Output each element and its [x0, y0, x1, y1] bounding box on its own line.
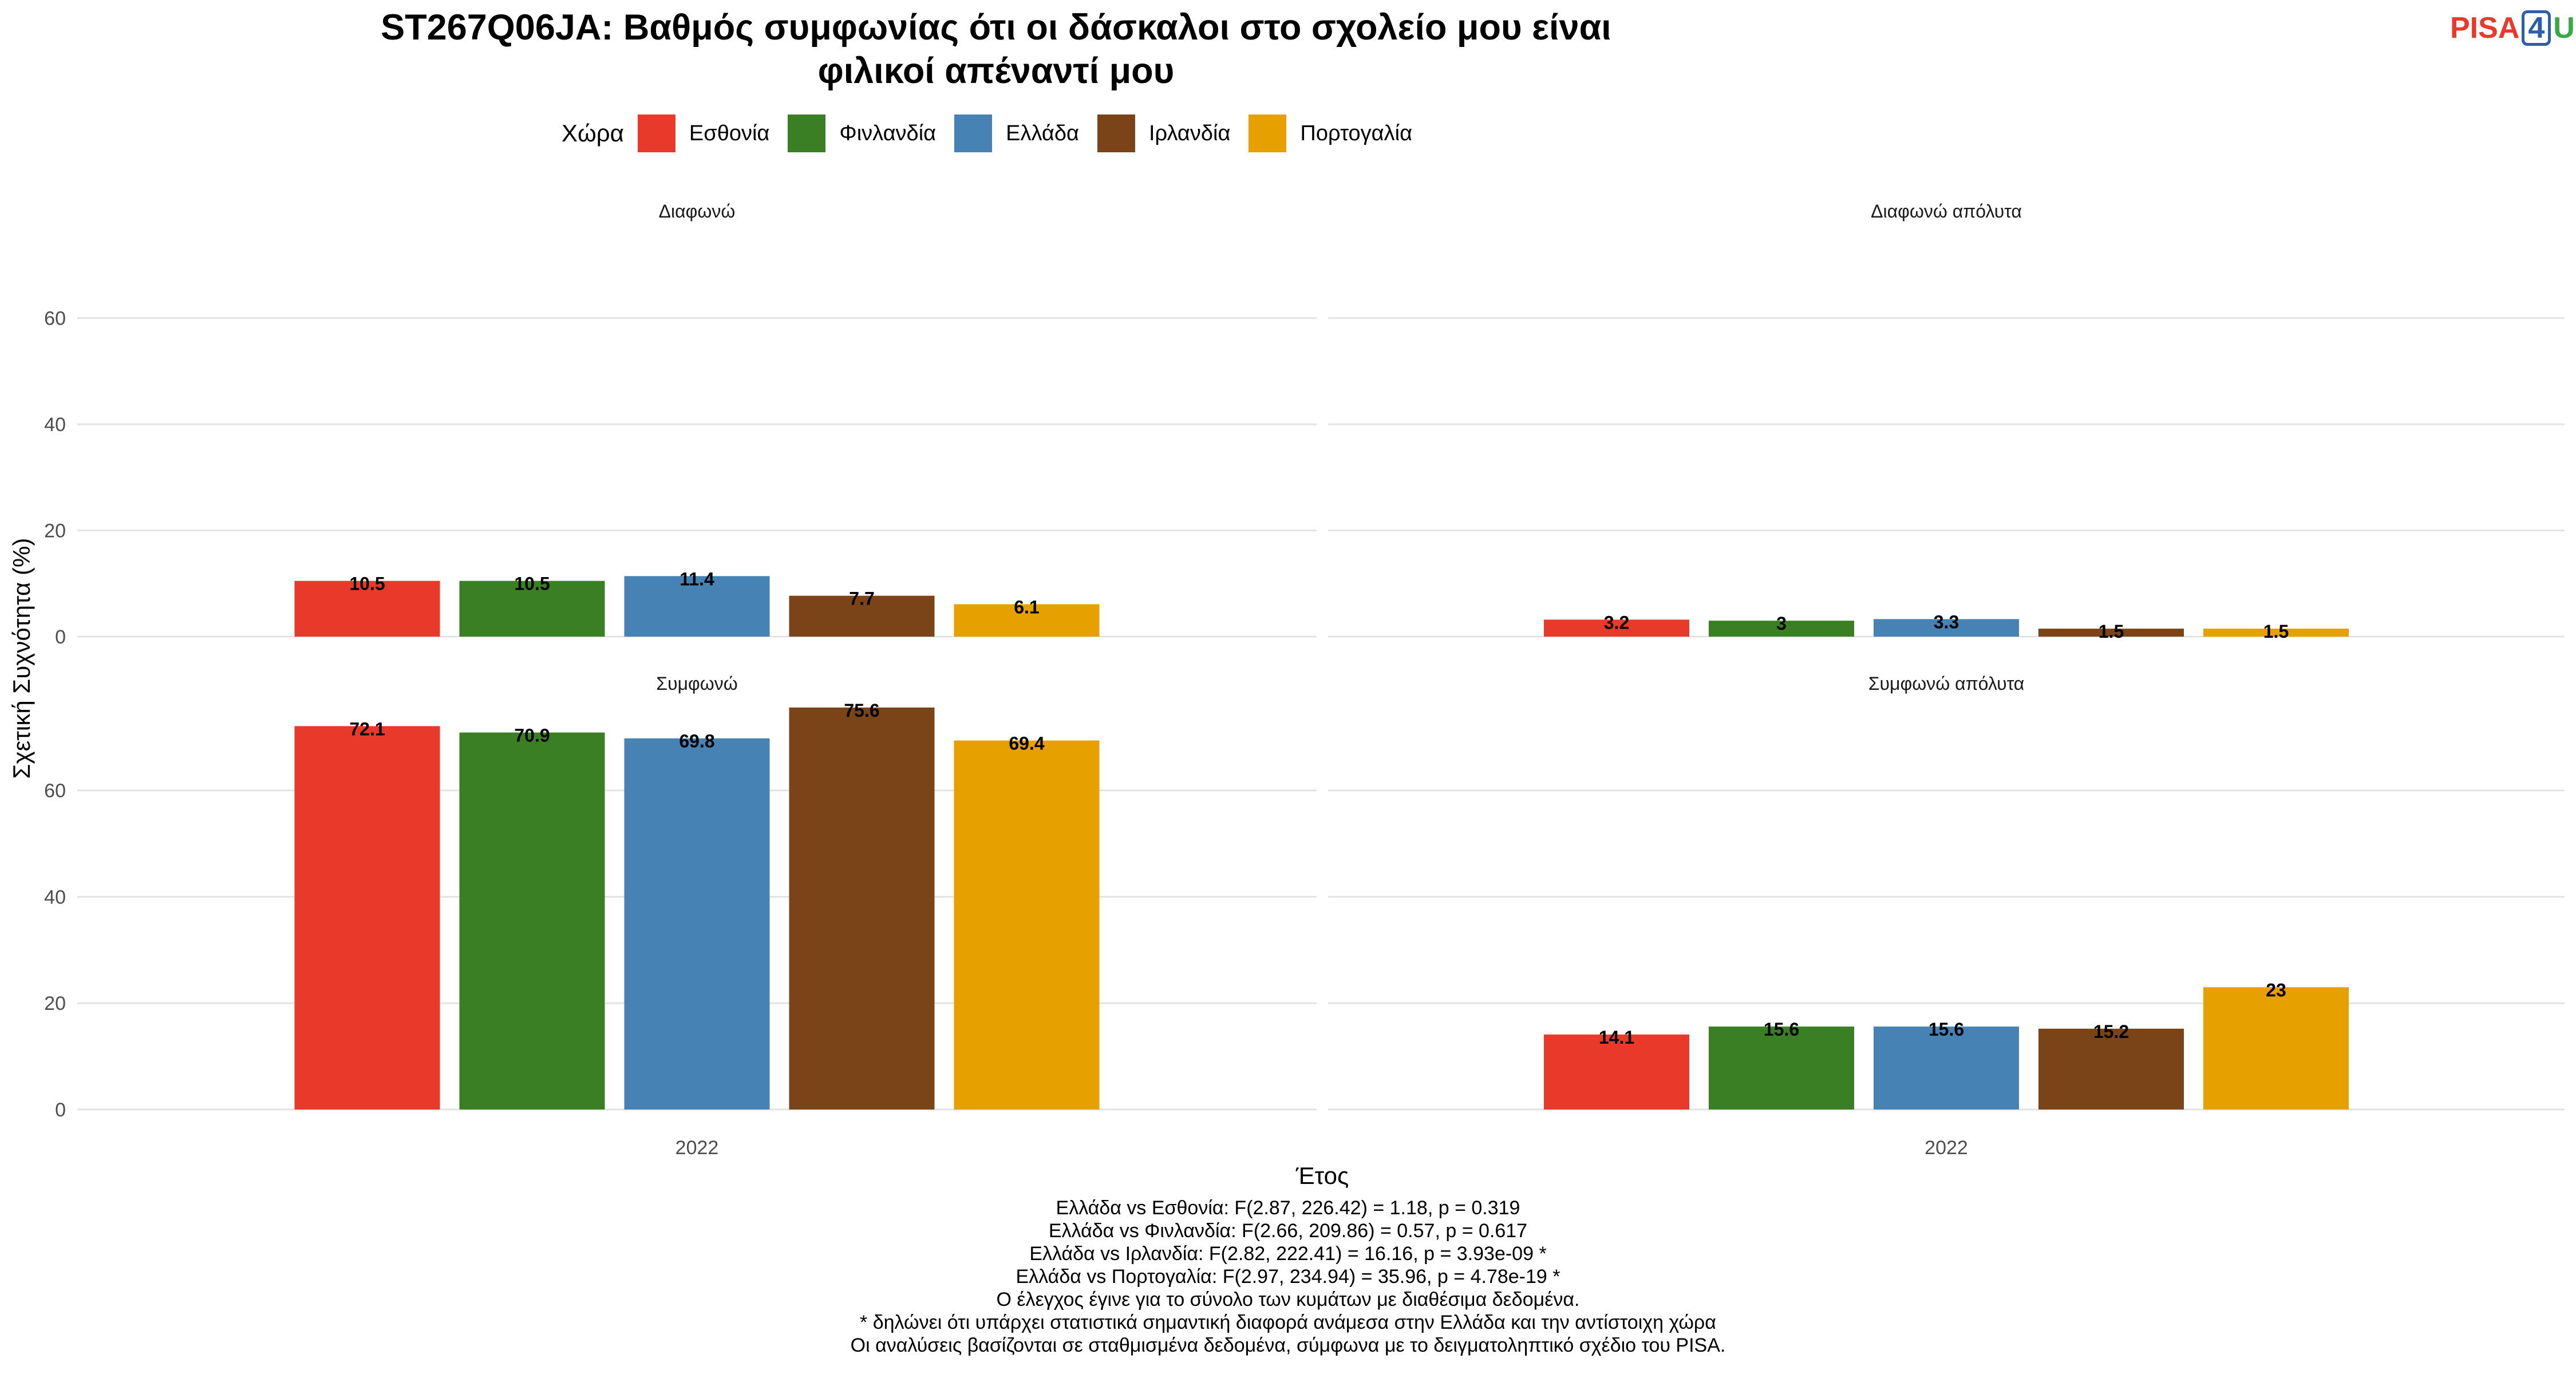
data-label-portugal: 1.5: [2263, 621, 2289, 642]
bar-greece: [1874, 1026, 2019, 1110]
logo-text-pisa: PISA: [2450, 11, 2520, 45]
data-label-ireland: 15.2: [2093, 1021, 2129, 1042]
bar-ireland: [789, 707, 935, 1110]
pisa4u-logo: PISA 4 U: [2450, 8, 2575, 48]
data-label-estonia: 3.2: [1604, 612, 1629, 633]
bar-portugal: [954, 740, 1100, 1110]
y-tick-label: 40: [44, 414, 66, 436]
legend-item-greece: Ελλάδα: [954, 114, 1079, 152]
logo-text-4: 4: [2522, 10, 2551, 46]
data-label-greece: 11.4: [679, 568, 714, 589]
caption-line: Ο έλεγχος έγινε για το σύνολο των κυμάτω…: [996, 1289, 1580, 1310]
bar-portugal: [2203, 987, 2349, 1110]
y-tick-label: 40: [44, 886, 66, 908]
legend-label-estonia: Εσθονία: [689, 121, 770, 145]
legend-label-finland: Φινλανδία: [839, 121, 937, 145]
y-tick-label: 60: [44, 308, 66, 330]
facet-label: Διαφωνώ απόλυτα: [1871, 201, 2022, 222]
legend-item-portugal: Πορτογαλία: [1249, 114, 1412, 152]
legend-swatch-estonia: [637, 114, 675, 152]
y-tick-label: 20: [44, 993, 66, 1014]
legend-item-finland: Φινλανδία: [788, 114, 936, 152]
data-label-estonia: 14.1: [1599, 1027, 1634, 1048]
bar-portugal: [2203, 629, 2349, 637]
bar-greece: [1874, 619, 2019, 637]
y-tick-label: 20: [44, 520, 66, 542]
data-label-estonia: 10.5: [349, 574, 385, 594]
bar-estonia: [294, 726, 440, 1110]
data-label-estonia: 72.1: [349, 718, 385, 739]
legend-title: Χώρα: [561, 120, 624, 147]
legend-item-ireland: Ιρλανδία: [1097, 114, 1230, 152]
y-tick-label: 60: [44, 780, 66, 802]
faceted-bar-chart: Σχετική Συχνότητα (%) Έτος Διαφωνώ 0 20 40 60 1…: [8, 201, 2565, 1189]
x-tick-label: 2022: [675, 1137, 719, 1159]
data-label-ireland: 7.7: [849, 589, 874, 609]
caption-line: Ελλάδα vs Εσθονία: F(2.87, 226.42) = 1.1…: [1056, 1197, 1520, 1219]
chart-title: ST267Q06JA: Βαθμός συμφωνίας ότι οι δάσκ…: [0, 6, 1992, 93]
bar-greece: [624, 738, 770, 1110]
data-label-portugal: 6.1: [1014, 597, 1039, 617]
data-label-greece: 15.6: [1929, 1019, 1964, 1040]
facet-label: Διαφωνώ: [659, 201, 736, 222]
chart-title-line-2: φιλικοί απέναντί μου: [817, 51, 1175, 91]
legend-label-greece: Ελλάδα: [1006, 121, 1079, 145]
bar-ireland: [2038, 1028, 2184, 1110]
bar-estonia: [294, 581, 440, 637]
y-axis-title: Σχετική Συχνότητα (%): [8, 538, 35, 779]
data-label-greece: 3.3: [1934, 611, 1959, 632]
bar-finland: [1709, 621, 1854, 637]
bar-estonia: [1544, 619, 1689, 637]
legend: Χώρα Εσθονία Φινλανδία Ελλάδα Ιρλανδία Π…: [0, 114, 1992, 152]
bar-finland: [1709, 1026, 1854, 1110]
data-label-greece: 69.8: [679, 731, 714, 752]
caption-line: Ελλάδα vs Πορτογαλία: F(2.97, 234.94) = …: [1016, 1266, 1560, 1288]
legend-item-estonia: Εσθονία: [637, 114, 770, 152]
facet-label: Συμφωνώ απόλυτα: [1868, 673, 2025, 694]
bar-ireland: [789, 595, 935, 637]
bar-greece: [624, 576, 770, 637]
caption-line: * δηλώνει ότι υπάρχει στατιστικά σημαντι…: [860, 1312, 1716, 1333]
y-tick-label: 0: [55, 1099, 66, 1121]
x-tick-label: 2022: [1925, 1137, 1968, 1159]
data-label-ireland: 75.6: [844, 700, 879, 721]
caption-line: Ελλάδα vs Ιρλανδία: F(2.82, 222.41) = 16…: [1029, 1243, 1547, 1265]
bar-finland: [459, 732, 605, 1110]
data-label-finland: 3: [1776, 613, 1787, 634]
data-label-portugal: 69.4: [1009, 733, 1044, 753]
y-tick-label: 0: [55, 626, 66, 648]
legend-swatch-ireland: [1097, 114, 1135, 152]
data-label-finland: 15.6: [1764, 1019, 1799, 1040]
legend-label-ireland: Ιρλανδία: [1149, 121, 1231, 145]
data-label-portugal: 23: [2266, 980, 2286, 1000]
data-label-finland: 70.9: [514, 725, 550, 745]
legend-swatch-portugal: [1249, 114, 1287, 152]
bar-finland: [459, 581, 605, 637]
data-label-ireland: 1.5: [2099, 621, 2124, 642]
bar-ireland: [2038, 629, 2184, 637]
logo-text-u: U: [2553, 11, 2575, 45]
legend-label-portugal: Πορτογαλία: [1300, 121, 1413, 145]
caption-line: Οι αναλύσεις βασίζονται σε σταθμισμένα δ…: [850, 1334, 1726, 1356]
caption-line: Ελλάδα vs Φινλανδία: F(2.66, 209.86) = 0…: [1048, 1220, 1528, 1242]
data-label-finland: 10.5: [514, 574, 550, 594]
caption: Ελλάδα vs Εσθονία: F(2.87, 226.42) = 1.1…: [0, 1197, 2576, 1357]
legend-swatch-greece: [954, 114, 993, 152]
bar-estonia: [1544, 1035, 1689, 1110]
legend-swatch-finland: [788, 114, 826, 152]
chart-title-line-1: ST267Q06JA: Βαθμός συμφωνίας ότι οι δάσκ…: [381, 7, 1611, 48]
facet-label: Συμφωνώ: [656, 673, 737, 694]
x-axis-title: Έτος: [1295, 1162, 1349, 1189]
bar-portugal: [954, 604, 1100, 637]
